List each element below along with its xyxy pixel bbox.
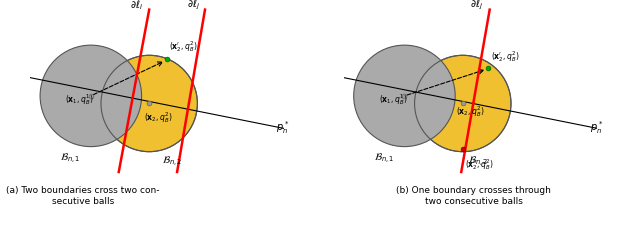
Text: (b) One boundary crosses through
two consecutive balls: (b) One boundary crosses through two con… bbox=[396, 186, 551, 205]
Text: $\partial \ell_i$: $\partial \ell_i$ bbox=[130, 0, 143, 12]
Text: $(\mathbf{x}_2, q_B^2)$: $(\mathbf{x}_2, q_B^2)$ bbox=[144, 110, 173, 125]
Text: $(\mathbf{x}_2', q_B^2)$: $(\mathbf{x}_2', q_B^2)$ bbox=[491, 49, 520, 64]
Text: $\mathcal{B}_{n,2}$: $\mathcal{B}_{n,2}$ bbox=[468, 155, 488, 169]
Text: $\partial \ell_j$: $\partial \ell_j$ bbox=[470, 0, 483, 12]
Text: $(\mathbf{x}_1, q_B^1)$: $(\mathbf{x}_1, q_B^1)$ bbox=[379, 92, 408, 107]
Text: $(\mathbf{x}_1, q_B^1)$: $(\mathbf{x}_1, q_B^1)$ bbox=[65, 92, 94, 107]
Circle shape bbox=[415, 55, 511, 152]
Circle shape bbox=[101, 55, 197, 152]
Text: $\mathcal{B}_{n,1}$: $\mathcal{B}_{n,1}$ bbox=[60, 152, 81, 166]
Circle shape bbox=[354, 45, 455, 147]
Text: $(\mathbf{x}_2', q_B^2)$: $(\mathbf{x}_2', q_B^2)$ bbox=[170, 39, 198, 54]
Text: $p_n^*$: $p_n^*$ bbox=[589, 119, 603, 136]
Text: $(\mathbf{x}_2'', q_B^2)$: $(\mathbf{x}_2'', q_B^2)$ bbox=[465, 157, 494, 172]
Text: (a) Two boundaries cross two con-
secutive balls: (a) Two boundaries cross two con- secuti… bbox=[6, 186, 160, 205]
Text: $(\mathbf{x}_2, q_B^2)$: $(\mathbf{x}_2, q_B^2)$ bbox=[456, 104, 485, 118]
Text: $p_n^*$: $p_n^*$ bbox=[276, 119, 289, 136]
Text: $\partial \ell_j$: $\partial \ell_j$ bbox=[188, 0, 200, 12]
Text: $\mathcal{B}_{n,1}$: $\mathcal{B}_{n,1}$ bbox=[374, 152, 395, 166]
Circle shape bbox=[40, 45, 141, 147]
Text: $\mathcal{B}_{n,2}$: $\mathcal{B}_{n,2}$ bbox=[162, 155, 182, 169]
